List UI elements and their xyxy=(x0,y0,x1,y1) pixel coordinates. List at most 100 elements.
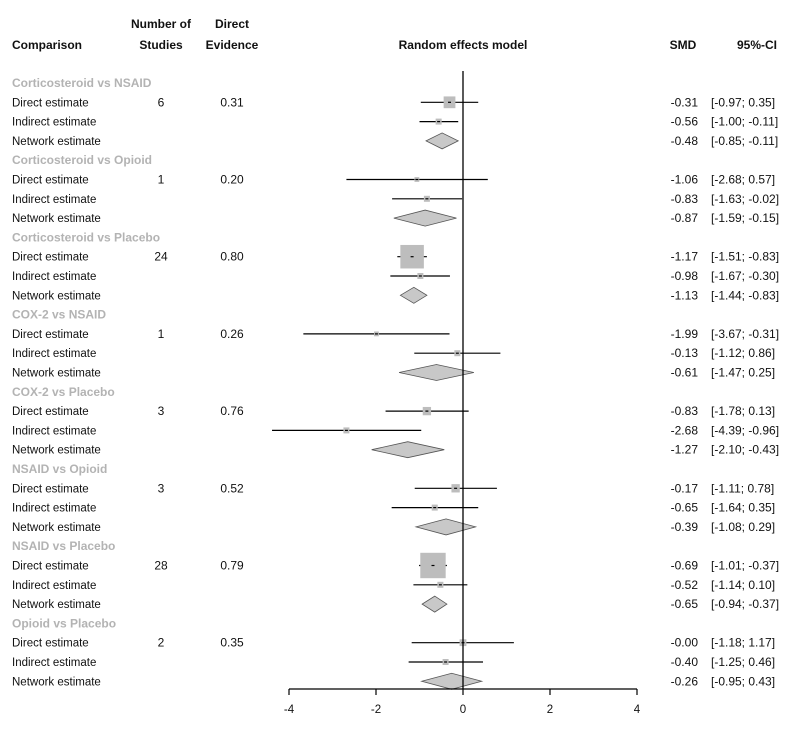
row-label: Indirect estimate xyxy=(12,194,96,206)
smd-value: -1.06 xyxy=(671,173,699,187)
direct-evidence-value: 0.80 xyxy=(220,250,244,264)
ci-value: [-2.68; 0.57] xyxy=(711,173,775,187)
direct-evidence-value: 0.20 xyxy=(220,173,244,187)
ci-value: [-1.47; 0.25] xyxy=(711,366,775,380)
row-label: Indirect estimate xyxy=(12,425,96,437)
network-diamond xyxy=(399,286,428,304)
header-evidence-line1: Direct xyxy=(215,17,249,31)
ci-value: [-1.67; -0.30] xyxy=(711,269,779,283)
x-tick-label: 0 xyxy=(460,704,466,716)
smd-value: -0.61 xyxy=(671,366,699,380)
ci-value: [-1.18; 1.17] xyxy=(711,636,775,650)
ci-value: [-1.44; -0.83] xyxy=(711,288,779,302)
group-label: COX-2 vs Placebo xyxy=(12,385,115,399)
ci-value: [-0.97; 0.35] xyxy=(711,95,775,109)
row-label: Network estimate xyxy=(12,676,101,688)
ci-value: [-1.14; 0.10] xyxy=(711,578,775,592)
row-label: Direct estimate xyxy=(12,329,89,341)
ci-value: [-1.63; -0.02] xyxy=(711,192,779,206)
group-label: Corticosteroid vs Opioid xyxy=(12,153,152,167)
studies-count: 2 xyxy=(158,636,165,650)
x-tick-label: 4 xyxy=(634,704,641,716)
ci-value: [-1.08; 0.29] xyxy=(711,520,775,534)
smd-value: -2.68 xyxy=(671,423,699,437)
smd-value: -0.83 xyxy=(671,404,699,418)
ci-value: [-0.95; 0.43] xyxy=(711,674,775,688)
row-label: Network estimate xyxy=(12,445,101,457)
smd-value: -0.65 xyxy=(671,501,699,515)
smd-value: -0.98 xyxy=(671,269,699,283)
smd-value: -1.27 xyxy=(671,443,699,457)
group-label: Corticosteroid vs Placebo xyxy=(12,230,160,244)
row-label: Direct estimate xyxy=(12,638,89,650)
header-comparison: Comparison xyxy=(12,38,82,52)
ci-value: [-3.67; -0.31] xyxy=(711,327,779,341)
smd-value: -1.17 xyxy=(671,250,699,264)
smd-value: -0.56 xyxy=(671,115,699,129)
row-label: Network estimate xyxy=(12,290,101,302)
header-smd: SMD xyxy=(670,38,697,52)
header-evidence-line2: Evidence xyxy=(206,38,259,52)
ci-value: [-1.11; 0.78] xyxy=(711,481,774,495)
ci-value: [-1.12; 0.86] xyxy=(711,346,775,360)
direct-evidence-value: 0.79 xyxy=(220,559,244,573)
group-label: NSAID vs Opioid xyxy=(12,462,107,476)
header-studies-line1: Number of xyxy=(131,17,192,31)
group-label: Opioid vs Placebo xyxy=(12,616,116,630)
row-label: Network estimate xyxy=(12,368,101,380)
x-tick-label: -4 xyxy=(284,704,295,716)
ci-value: [-1.51; -0.83] xyxy=(711,250,779,264)
row-label: Network estimate xyxy=(12,213,101,225)
group-label: Corticosteroid vs NSAID xyxy=(12,76,152,90)
x-tick-label: 2 xyxy=(547,704,553,716)
studies-count: 3 xyxy=(158,404,165,418)
ci-value: [-1.01; -0.37] xyxy=(711,559,779,573)
direct-evidence-value: 0.31 xyxy=(220,95,244,109)
network-diamond xyxy=(393,209,457,227)
ci-value: [-0.94; -0.37] xyxy=(711,597,779,611)
studies-count: 24 xyxy=(154,250,168,264)
smd-value: -0.48 xyxy=(671,134,699,148)
row-label: Direct estimate xyxy=(12,406,89,418)
studies-count: 1 xyxy=(158,173,165,187)
smd-value: -0.83 xyxy=(671,192,699,206)
direct-evidence-value: 0.35 xyxy=(220,636,244,650)
network-diamond xyxy=(414,518,478,536)
row-label: Network estimate xyxy=(12,599,101,611)
smd-value: -0.17 xyxy=(671,481,699,495)
row-label: Direct estimate xyxy=(12,97,89,109)
ci-value: [-1.78; 0.13] xyxy=(711,404,775,418)
x-tick-label: -2 xyxy=(371,704,381,716)
network-diamond xyxy=(371,441,445,459)
row-label: Indirect estimate xyxy=(12,580,96,592)
studies-count: 1 xyxy=(158,327,165,341)
ci-value: [-1.59; -0.15] xyxy=(711,211,779,225)
header-ci: 95%-CI xyxy=(737,38,777,52)
row-label: Indirect estimate xyxy=(12,348,96,360)
ci-value: [-1.00; -0.11] xyxy=(711,115,778,129)
group-label: COX-2 vs NSAID xyxy=(12,308,106,322)
row-label: Indirect estimate xyxy=(12,503,96,515)
direct-evidence-value: 0.52 xyxy=(220,481,244,495)
smd-value: -0.87 xyxy=(671,211,699,225)
row-label: Indirect estimate xyxy=(12,657,96,669)
direct-evidence-value: 0.26 xyxy=(220,327,244,341)
network-diamond xyxy=(420,672,484,690)
smd-value: -0.26 xyxy=(671,674,699,688)
smd-value: -0.40 xyxy=(671,655,699,669)
smd-value: -1.13 xyxy=(671,288,699,302)
row-label: Direct estimate xyxy=(12,561,89,573)
group-label: NSAID vs Placebo xyxy=(12,539,115,553)
ci-value: [-1.64; 0.35] xyxy=(711,501,775,515)
header-studies-line2: Studies xyxy=(139,38,183,52)
smd-value: -0.31 xyxy=(671,95,699,109)
network-diamond xyxy=(421,595,448,613)
studies-count: 28 xyxy=(154,559,168,573)
network-diamond xyxy=(398,364,474,381)
studies-count: 6 xyxy=(158,95,165,109)
network-diamond xyxy=(425,132,460,150)
row-label: Direct estimate xyxy=(12,483,89,495)
smd-value: -0.65 xyxy=(671,597,699,611)
smd-value: -0.13 xyxy=(671,346,699,360)
ci-value: [-1.25; 0.46] xyxy=(711,655,775,669)
